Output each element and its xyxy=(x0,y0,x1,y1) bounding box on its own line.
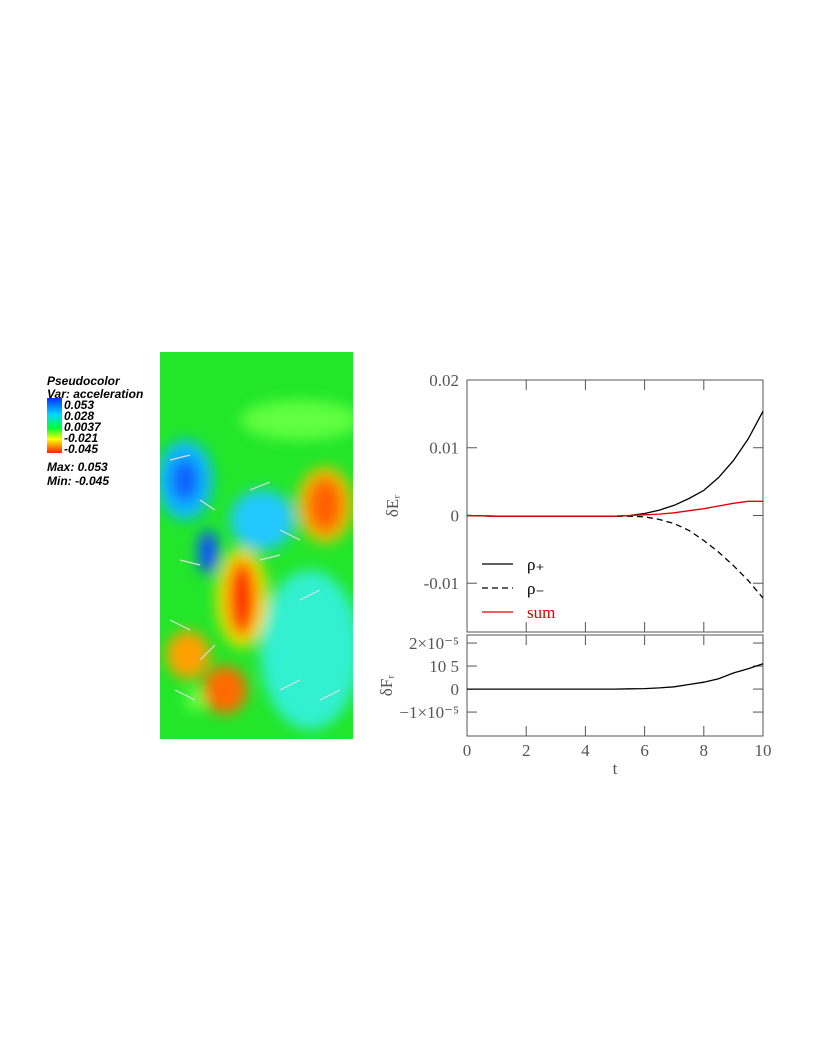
y-tick-label: −1×10⁻⁵ xyxy=(399,703,459,722)
x-tick-label: 2 xyxy=(522,741,531,760)
colorbar-label: 0.053 xyxy=(64,398,94,412)
colorbar xyxy=(47,398,62,453)
y-tick-label: 0 xyxy=(451,506,460,525)
heatmap xyxy=(160,352,353,739)
y-axis-label: δFᵣ xyxy=(377,675,396,696)
y-tick-label: 0.01 xyxy=(429,439,459,458)
y-tick-label: 0.02 xyxy=(429,371,459,390)
colorbar-label: 0.0037 xyxy=(64,420,102,434)
series-line xyxy=(466,410,764,517)
legend-label: sum xyxy=(527,603,555,622)
legend-label: ρ₋ xyxy=(527,579,544,598)
y-tick-label: 0 xyxy=(451,680,460,699)
x-tick-label: 8 xyxy=(700,741,709,760)
x-tick-label: 0 xyxy=(463,741,472,760)
y-tick-label: -0.01 xyxy=(424,574,459,593)
x-tick-label: 4 xyxy=(581,741,590,760)
y-axis-label: δEᵣ xyxy=(383,495,402,517)
plot-frame xyxy=(466,379,764,633)
series-line xyxy=(466,514,764,599)
plot-frame xyxy=(466,634,764,737)
legend-label: ρ₊ xyxy=(527,555,544,574)
y-tick-label: 2×10⁻⁵ xyxy=(409,634,459,653)
series-line xyxy=(466,500,763,517)
colorbar-label: -0.021 xyxy=(64,431,98,445)
legend-max: Max: 0.053 xyxy=(47,460,108,474)
legend-variable: Var: acceleration xyxy=(47,387,143,401)
y-tick-label: 10 5 xyxy=(429,657,459,676)
x-axis-label: t xyxy=(613,759,618,778)
x-tick-label: 6 xyxy=(640,741,649,760)
colorbar-label: -0.045 xyxy=(64,442,98,456)
series-line xyxy=(467,663,764,690)
x-tick-label: 10 xyxy=(755,741,772,760)
legend-title: Pseudocolor xyxy=(47,374,121,388)
legend-min: Min: -0.045 xyxy=(47,474,109,488)
colorbar-label: 0.028 xyxy=(64,409,94,423)
